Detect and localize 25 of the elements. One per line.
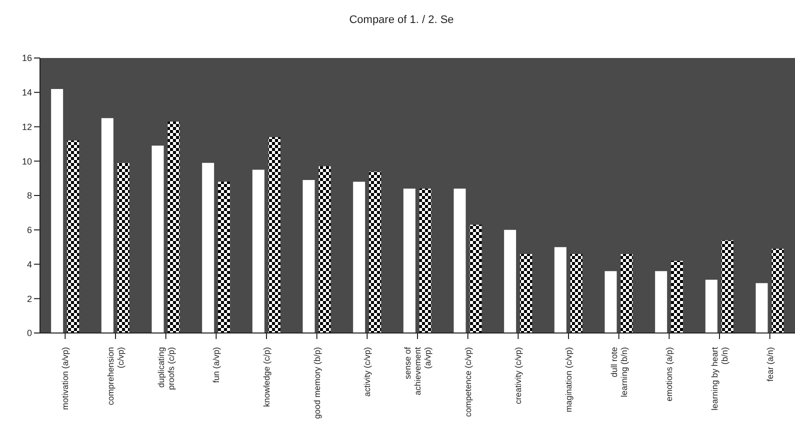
y-tick-label: 8	[26, 190, 32, 201]
x-tick-label: fun (a/vp)	[211, 346, 222, 383]
y-tick-label: 6	[26, 225, 32, 236]
x-tick-label: good memory (b/p)	[312, 346, 322, 419]
y-tick-label: 14	[22, 88, 32, 98]
x-tick-label: sense of achievement (a/vp)	[402, 346, 432, 396]
x-tick-label: activity (c/vp)	[362, 346, 372, 397]
y-tick-label: 4	[26, 259, 32, 270]
x-tick-label: competence (c/vp)	[462, 346, 473, 417]
x-tick-label: comprehension (c/vp)	[106, 346, 126, 406]
x-tick-label: emotions (a/p)	[664, 346, 674, 402]
y-tick-label: 16	[22, 53, 32, 64]
x-tick-label: creativity (c/vp)	[513, 346, 524, 404]
x-tick-label: dull rote learning (b/n)	[608, 346, 629, 398]
x-tick-label: motivation (a/vp)	[60, 346, 70, 410]
x-tick-label: duplicating proofs (c/p)	[156, 346, 176, 390]
chart-title: Compare of 1. / 2. Se	[348, 13, 455, 28]
y-tick-label: 2	[26, 294, 32, 304]
y-tick-label: 10	[22, 156, 32, 166]
x-tick-label: magination (c/vp)	[564, 346, 574, 412]
x-tick-label: knowledge (c/p)	[262, 346, 272, 408]
x-tick-label: learning by heart (b/n)	[710, 346, 730, 410]
y-tick-label: 12	[22, 122, 32, 132]
x-tick-label: fear (a/n)	[764, 346, 775, 382]
y-tick-label: 0	[26, 328, 32, 338]
